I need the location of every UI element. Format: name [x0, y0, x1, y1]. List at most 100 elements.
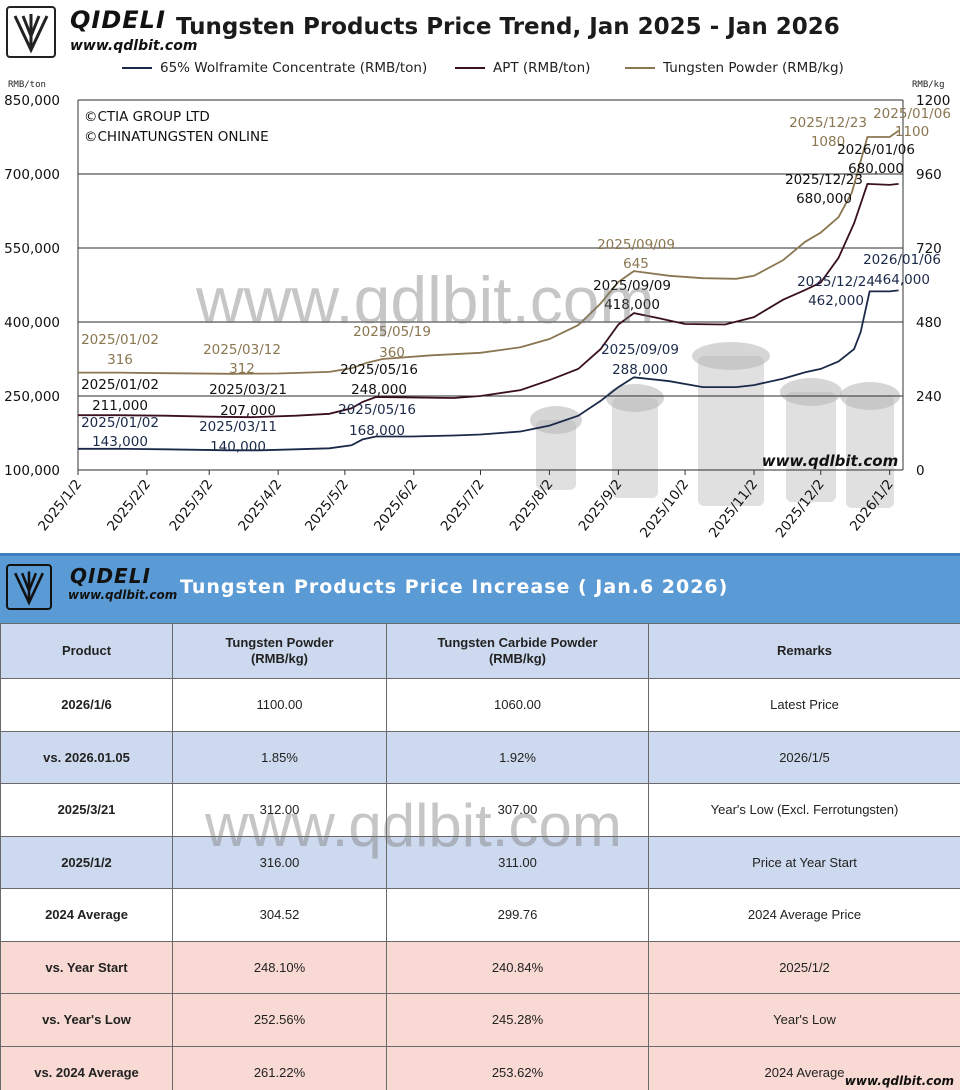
cell-tungsten-powder: 304.52	[172, 888, 387, 942]
annotation-value-label: 248,000	[351, 382, 407, 398]
brand-name: QIDELI	[70, 6, 166, 34]
annotation-date-label: 2025/12/24	[797, 274, 875, 290]
table-header-bar: QIDELI www.qdlbit.com Tungsten Products …	[0, 553, 960, 623]
copyright-text: ©CTIA GROUP LTD	[84, 109, 210, 125]
legend-item-apt: APT (RMB/ton)	[455, 60, 590, 76]
cell-tungsten-carbide-powder: 307.00	[386, 783, 649, 837]
cell-product: vs. Year Start	[0, 940, 173, 994]
annotation-value-label: 143,000	[92, 434, 148, 450]
cell-tungsten-powder: 261.22%	[172, 1045, 387, 1090]
legend-swatch	[122, 67, 152, 69]
cell-product: 2024 Average	[0, 888, 173, 942]
left-axis-tick-label: 400,000	[4, 315, 60, 331]
left-axis-tick-label: 700,000	[4, 167, 60, 183]
left-axis-tick-label: 550,000	[4, 241, 60, 257]
annotation-value-label: 316	[107, 352, 133, 368]
drill-bit-icon	[698, 356, 764, 506]
right-axis-unit: RMB/kg	[912, 80, 945, 90]
right-axis-tick-label: 960	[916, 167, 942, 183]
footer-url: www.qdlbit.com	[844, 1074, 954, 1088]
price-increase-table: Product Tungsten Powder (RMB/kg) Tungste…	[0, 623, 960, 1090]
annotation-date-label: 2025/09/09	[601, 342, 679, 358]
x-axis-tick-label: 2025/1/2	[35, 477, 85, 535]
annotation-date-label: 2025/03/11	[199, 419, 277, 435]
annotation-value-label: 140,000	[210, 439, 266, 455]
cell-tungsten-carbide-powder: 1.92%	[386, 730, 649, 784]
cell-remarks: Latest Price	[648, 678, 960, 732]
series-line-1	[78, 182, 899, 419]
right-axis-tick-label: 1200	[916, 93, 950, 109]
cell-remarks: Year's Low (Excl. Ferrotungsten)	[648, 783, 960, 837]
cell-remarks: 2025/1/2	[648, 940, 960, 994]
cell-tungsten-carbide-powder: 240.84%	[386, 940, 649, 994]
price-trend-chart: 850,000 700,000 550,000 400,000 250,000 100,0…	[4, 6, 951, 542]
annotation-value-label: 462,000	[808, 293, 864, 309]
drill-bit-icon	[536, 420, 576, 490]
annotation-value-label: 288,000	[612, 362, 668, 378]
brand-url: www.qdlbit.com	[68, 588, 178, 602]
chart-corner-url: www.qdlbit.com	[762, 452, 899, 470]
cell-tungsten-powder: 1.85%	[172, 730, 387, 784]
annotation-date-label: 2025/09/09	[593, 278, 671, 294]
x-axis-tick-label: 2025/4/2	[235, 477, 285, 535]
cell-tungsten-carbide-powder: 1060.00	[386, 678, 649, 732]
annotation-date-label: 2025/05/16	[340, 362, 418, 378]
drill-bit-icon	[530, 406, 582, 434]
legend-label: APT (RMB/ton)	[493, 60, 591, 76]
table-row: 2025/1/2 316.00 311.00 Price at Year Start	[0, 835, 960, 889]
left-axis-unit: RMB/ton	[8, 80, 46, 90]
cell-remarks: Price at Year Start	[648, 835, 960, 889]
annotation-date-label: 2025/01/06	[873, 106, 951, 122]
table-row: 2026/1/6 1100.00 1060.00 Latest Price	[0, 678, 960, 732]
right-axis-tick-label: 0	[916, 463, 925, 479]
annotation-date-label: 2025/12/23	[789, 115, 867, 131]
copyright-text: ©CHINATUNGSTEN ONLINE	[84, 129, 269, 145]
cell-tungsten-powder: 312.00	[172, 783, 387, 837]
annotation-value-label: 464,000	[874, 272, 930, 288]
qideli-logo-icon	[6, 564, 52, 610]
annotation-value-label: 680,000	[848, 161, 904, 177]
cell-tungsten-powder: 316.00	[172, 835, 387, 889]
brand-name: QIDELI	[70, 564, 151, 588]
drill-bit-icon	[786, 392, 836, 502]
cell-remarks: 2024 Average Price	[648, 888, 960, 942]
cell-remarks: Year's Low	[648, 993, 960, 1047]
chart-title: Tungsten Products Price Trend, Jan 2025 …	[176, 14, 840, 40]
annotation-value-label: 312	[229, 361, 255, 377]
legend-label: Tungsten Powder (RMB/kg)	[663, 60, 844, 76]
table-row: vs. Year Start 248.10% 240.84% 2025/1/2	[0, 940, 960, 994]
cell-tungsten-powder: 252.56%	[172, 993, 387, 1047]
x-axis-tick-label: 2025/7/2	[438, 477, 488, 535]
annotation-value-label: 211,000	[92, 398, 148, 414]
annotation-date-label: 2025/03/12	[203, 342, 281, 358]
column-header-remarks: Remarks	[648, 623, 960, 679]
drill-bit-icon	[780, 378, 842, 406]
cell-tungsten-carbide-powder: 299.76	[386, 888, 649, 942]
series-line-0	[78, 289, 899, 452]
table-row: 2024 Average 304.52 299.76 2024 Average Pri…	[0, 888, 960, 942]
annotation-value-label: 1100	[895, 124, 929, 140]
annotation-date-label: 2025/01/02	[81, 332, 159, 348]
cell-tungsten-powder: 1100.00	[172, 678, 387, 732]
table-row: vs. 2024 Average 261.22% 253.62% 2024 Avera…	[0, 1045, 960, 1090]
annotation-date-label: 2025/12/23	[785, 172, 863, 188]
annotation-date-label: 2025/09/09	[597, 237, 675, 253]
legend-swatch	[625, 67, 655, 69]
annotation-date-label: 2025/01/02	[81, 415, 159, 431]
cell-product: vs. 2026.01.05	[0, 730, 173, 784]
brand-url: www.qdlbit.com	[70, 38, 198, 54]
table-row: vs. Year's Low 252.56% 245.28% Year's Low	[0, 993, 960, 1047]
cell-remarks: 2026/1/5	[648, 730, 960, 784]
cell-tungsten-carbide-powder: 311.00	[386, 835, 649, 889]
annotation-value-label: 680,000	[796, 191, 852, 207]
annotation-date-label: 2026/01/06	[863, 252, 941, 268]
table-row: vs. 2026.01.05 1.85% 1.92% 2026/1/5	[0, 730, 960, 784]
price-increase-table-block: QIDELI www.qdlbit.com Tungsten Products …	[0, 553, 960, 1090]
x-axis-tick-label: 2025/5/2	[302, 477, 352, 535]
qideli-logo-icon	[6, 6, 56, 58]
left-axis-tick-label: 100,000	[4, 463, 60, 479]
drill-bit-icon	[612, 398, 658, 498]
x-axis-tick-label: 2025/6/2	[371, 477, 421, 535]
x-axis-tick-label: 2025/3/2	[166, 477, 216, 535]
x-axis-tick-label: 2025/9/2	[576, 477, 626, 535]
